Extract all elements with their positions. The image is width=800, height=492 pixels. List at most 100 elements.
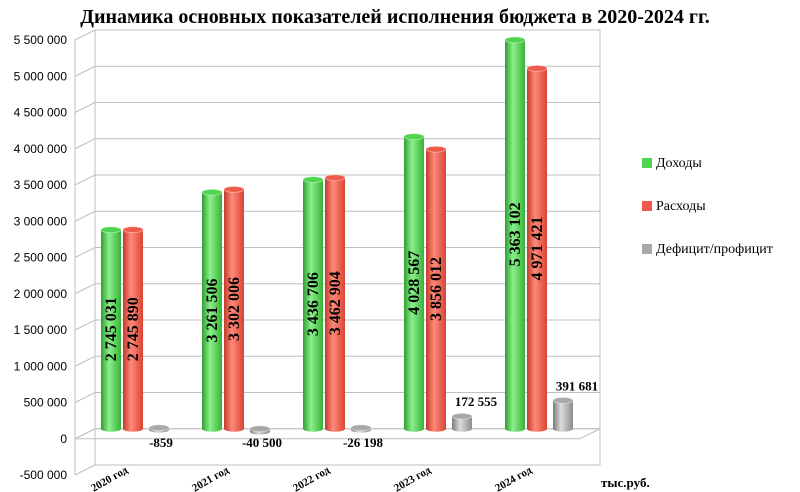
bar-top [526,64,548,72]
legend-entry: Расходы [656,199,706,214]
y-tick-label: 3 000 000 [14,214,68,228]
bar [249,425,271,435]
bar-bottom [452,425,472,432]
data-label: 172 555 [455,394,498,409]
y-tick-label: -500 000 [20,468,68,482]
gridline [74,65,600,77]
bar-body [553,400,573,429]
bar-body [325,177,345,429]
bar-body [404,136,424,429]
legend-swatch [642,158,652,168]
gridline [74,464,600,476]
bar-bottom [224,425,244,432]
bar-bottom [527,425,547,432]
zero-floor [74,428,601,440]
data-label: 4 028 567 [406,251,423,315]
x-tick-label: 2023 год [392,464,433,492]
y-tick-label: 2 000 000 [14,287,68,301]
gridline [74,102,600,113]
data-label: 3 302 006 [226,277,243,341]
y-tick-label: 500 000 [24,396,68,410]
bar [223,185,245,432]
bar [451,412,473,432]
legend-entry: Дефицит/профицит [656,242,773,257]
chart-title: Динамика основных показателей исполнения… [80,6,710,28]
bar [504,36,526,432]
bar-top [122,226,144,234]
y-tick-label: 4 000 000 [14,142,68,156]
bar-bottom [303,425,323,432]
bar-body [527,68,547,429]
bar-bottom [426,425,446,432]
plot-area: -500 000 0 500 000 1 000 000 1 500 000 2 000 … [14,29,601,492]
bar-bottom [325,425,345,432]
data-label: 3 436 706 [305,272,322,336]
bar-top [451,412,473,420]
data-label: 391 681 [556,378,598,393]
data-label: 2 745 890 [125,297,142,361]
bar-bottom [202,425,222,432]
legend-swatch [642,201,652,211]
bar-bottom [123,425,143,432]
gridline [74,29,600,41]
legend: Доходы Расходы Дефицит/профицит [642,156,773,257]
data-label: 4 971 421 [529,217,546,281]
x-tick-label: 2022 год [291,464,332,492]
bar-top [223,185,245,193]
data-label: 3 261 506 [204,279,221,343]
bar [350,424,372,433]
bar-body [505,39,525,429]
legend-swatch [642,244,652,254]
bar [100,226,122,432]
data-label: 2 745 031 [103,297,120,361]
unit-label: тыс.руб. [601,475,650,490]
bar-top [403,133,425,141]
bar-body [123,229,143,429]
data-label: -26 198 [343,435,384,450]
bar-top [302,176,324,184]
bar [148,424,170,433]
bar-bottom [101,425,121,432]
y-tick-label: 0 [60,432,67,446]
bar-body [202,192,222,429]
bar [201,188,223,432]
bar-top [425,145,447,153]
bar [552,396,574,432]
bar-top [504,36,526,44]
x-tick-label: 2020 год [89,464,130,492]
data-label: -40 500 [242,435,282,450]
bar-top [324,174,346,182]
y-tick-label: 1 000 000 [14,359,68,373]
bar-body [101,229,121,429]
data-label: 5 363 102 [507,202,524,266]
bar [526,64,548,432]
y-tick-label: 4 500 000 [14,106,68,120]
bar-body [303,179,323,429]
x-tick-label: 2024 год [493,464,534,492]
bar [403,133,425,432]
bar-bottom [404,425,424,432]
bar-top [552,396,574,404]
data-label: 3 462 904 [327,271,344,335]
legend-entry: Доходы [656,156,702,171]
gridline [74,138,600,150]
bar-bottom [553,425,573,432]
y-tick-label: 5 500 000 [14,33,68,47]
bar-body [426,149,446,429]
bar-body [452,416,472,429]
data-label: 3 856 012 [428,257,445,321]
y-tick-label: 1 500 000 [14,323,68,337]
bar-top [201,188,223,196]
x-tick-label: 2021 год [190,464,231,492]
data-label: -859 [149,435,173,450]
bar [302,176,324,432]
y-tick-label: 5 000 000 [14,69,68,83]
y-tick-label: 2 500 000 [14,251,68,265]
bar-top [350,424,372,432]
bar [425,145,447,432]
bar-bottom [505,425,525,432]
bar-body [224,189,244,429]
bar-top [148,424,170,432]
bar-top [100,226,122,234]
